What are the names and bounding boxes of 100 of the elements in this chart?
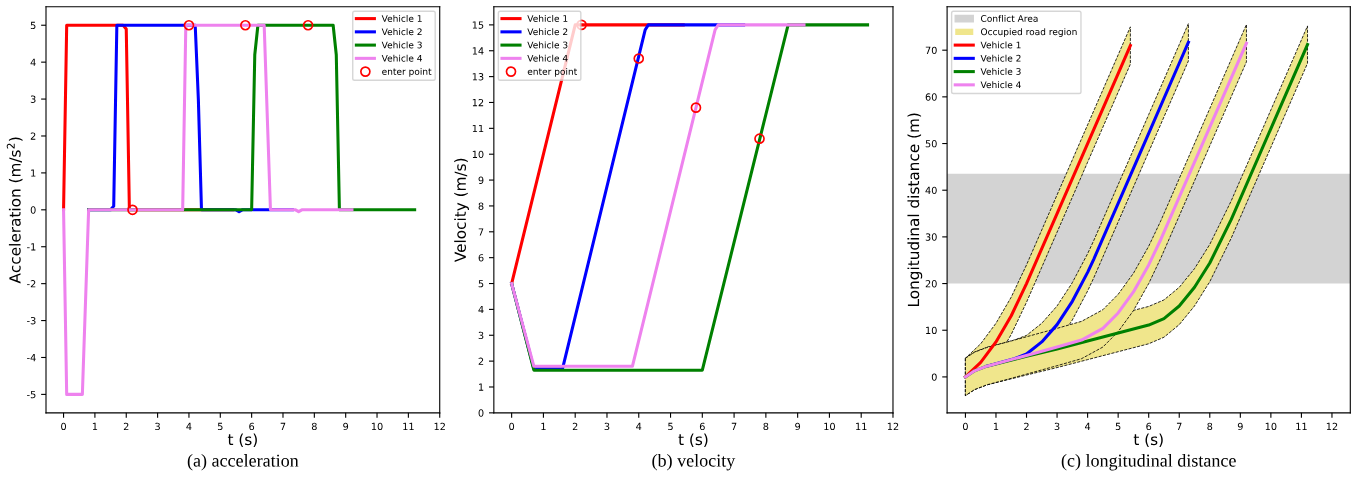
x-axis-title: t (s) [1133,433,1163,447]
x-tick-label: 5 [1115,422,1121,431]
text: (c) longitudinal distance [1061,454,1236,471]
x-tick-label: 10 [371,422,383,431]
y-tick-label: 20 [925,280,937,288]
y-tick-label: 8 [478,202,484,210]
y-tick-label: 12 [472,98,484,107]
x-tick-label: 8 [1207,422,1213,431]
x-tick-label: 2 [1024,422,1029,430]
y-tick-label: 5 [478,280,484,288]
x-tick-label: 7 [731,422,737,430]
y-axis-title: Velocity (m/s) [454,158,469,263]
y-tick-label: 4 [478,306,484,314]
legend-label: Vehicle 1 [527,14,568,22]
legend-label: Occupied road region [981,28,1077,37]
y-tick-label: 40 [925,186,937,195]
legend-label: Vehicle 4 [381,54,423,62]
legend-label: enter point [382,67,432,77]
y-tick-label: -3 [27,317,36,325]
y-tick-label: -5 [27,391,36,399]
y-tick-label: 10 [926,326,937,335]
y-tick-label: 30 [925,233,937,241]
x-tick-label: 9 [1237,422,1243,431]
y-tick-label: 3 [30,95,36,103]
y-tick-label: 1 [479,383,484,391]
x-tick-label: 6 [249,422,255,431]
y-tick-label: 13 [472,73,484,81]
line-series [510,23,806,368]
y-tick-label: 2 [30,132,36,140]
x-tick-label: 2 [572,422,578,430]
y-tick-label: 50 [925,140,937,148]
x-tick-label: 3 [604,422,610,431]
legend-label: Vehicle 1 [980,41,1021,49]
legend-label: enter point [527,67,578,77]
y-tick-label: 3 [478,331,484,340]
y-tick-label: 14 [472,47,484,55]
x-tick-label: 4 [186,422,192,430]
y-axis-title: Acceleration (m/s$^{2}$) [6,137,23,284]
y-tick-label: 11 [472,124,484,133]
x-tick-label: 6 [699,422,705,431]
legend-label: Vehicle 2 [527,28,568,36]
y-tick-label: 2 [478,357,484,365]
x-tick-label: 1 [993,422,999,430]
x-tick-label: 11 [856,422,867,430]
legend-label: Vehicle 3 [527,41,568,49]
y-tick-label: 0 [30,206,36,214]
y-tick-label: 0 [478,409,484,417]
legend-label: Vehicle 2 [980,54,1021,62]
x-tick-label: 7 [1176,422,1182,430]
x-tick-label: 12 [434,422,445,430]
x-tick-label: 2 [123,422,129,430]
text: (a) acceleration [187,454,299,471]
x-tick-label: 1 [92,422,98,430]
y-tick-label: 6 [478,254,484,262]
legend-label: Vehicle 4 [980,81,1021,89]
point [690,102,702,113]
x-tick-label: 12 [1326,422,1338,430]
x-tick-label: 0 [509,422,515,431]
legend-label: Vehicle 2 [381,28,422,36]
x-tick-label: 11 [1296,422,1307,430]
y-tick-label: 70 [925,46,937,55]
legend-label: Conflict Area [981,14,1038,22]
x-tick-label: 8 [763,422,769,431]
x-axis-title: t (s) [227,433,257,447]
legend-label: Vehicle 3 [381,41,422,49]
y-tick-label: 5 [30,21,36,30]
y-tick-label: 15 [472,21,484,29]
y-axis-title: Longitudinal distance (m) [907,113,923,306]
y-tick-label: 7 [478,228,484,236]
x-tick-label: 4 [1084,422,1091,430]
y-tick-label: 10 [472,150,484,159]
point [754,133,765,145]
y-tick-label: -1 [27,243,36,251]
x-tick-label: 0 [962,422,968,431]
legend-label: Vehicle 3 [980,67,1021,75]
text: (b) velocity [652,454,736,471]
y-tick-label: -4 [27,354,36,362]
x-tick-label: 1 [541,422,546,430]
y-tick-label: 1 [31,169,36,177]
legend-label: Vehicle 4 [527,54,568,62]
x-tick-label: 12 [887,422,899,430]
x-tick-label: 3 [1054,422,1060,431]
point [633,53,645,64]
x-tick-label: 10 [1265,422,1277,431]
x-tick-label: 6 [1146,422,1152,431]
x-tick-label: 10 [824,422,835,431]
y-tick-label: 0 [931,373,937,381]
y-tick-label: -2 [27,280,36,288]
y-tick-label: 4 [30,58,36,66]
x-tick-label: 9 [795,422,801,431]
x-tick-label: 5 [668,422,673,431]
x-tick-label: 0 [61,422,66,431]
x-tick-label: 11 [403,422,414,430]
x-axis-title: t (s) [678,433,708,447]
x-tick-label: 4 [636,422,642,430]
y-tick-label: 60 [925,93,937,101]
legend-label: Vehicle 1 [381,14,422,22]
y-tick-label: 9 [478,176,484,184]
x-tick-label: 9 [343,422,349,431]
x-tick-label: 5 [217,422,223,431]
